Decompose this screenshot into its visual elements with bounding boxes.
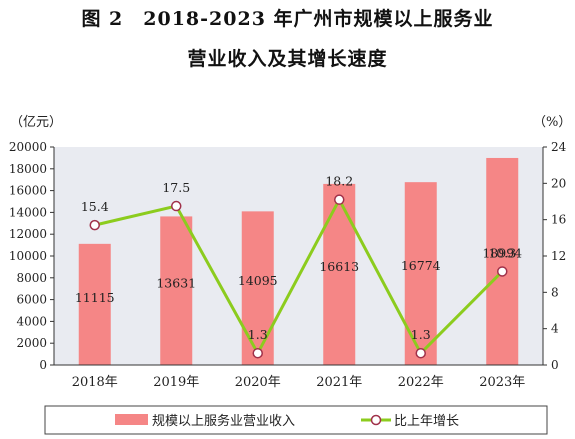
bar — [241, 211, 274, 365]
legend-line-label: 比上年增长 — [394, 414, 459, 429]
right-axis-tick-label: 12 — [551, 249, 566, 263]
right-axis-tick-label: 8 — [551, 285, 559, 299]
bar-value-label: 16613 — [319, 259, 359, 274]
bar — [486, 157, 519, 365]
line-value-label: 1.3 — [248, 327, 268, 342]
x-axis-tick-label: 2019年 — [153, 375, 199, 390]
left-axis-tick-label: 8000 — [16, 271, 47, 285]
legend-bar-swatch — [115, 414, 148, 425]
right-axis-tick-label: 4 — [551, 322, 559, 336]
left-axis-tick-label: 4000 — [16, 314, 47, 328]
growth-point — [171, 200, 182, 212]
left-axis-unit: （亿元） — [10, 115, 62, 130]
bar-value-label: 18994 — [482, 245, 522, 260]
chart-title-line-1: 图 2 2018-2023 年广州市规模以上服务业 — [81, 8, 494, 30]
x-axis-tick-label: 2022年 — [398, 375, 444, 390]
bar — [323, 183, 356, 365]
x-axis-tick-label: 2020年 — [235, 375, 281, 390]
right-axis-tick-label: 16 — [551, 213, 566, 227]
right-axis-tick-label: 24 — [551, 140, 567, 154]
left-axis-tick-label: 16000 — [9, 184, 47, 198]
right-axis-unit: （%） — [533, 115, 571, 130]
bar — [78, 243, 111, 365]
legend: 规模以上服务业营业收入 比上年增长 — [44, 405, 548, 435]
growth-point — [415, 347, 426, 359]
plot-area — [54, 147, 543, 365]
bar-value-label: 14095 — [238, 273, 278, 288]
x-axis-tick-label: 2021年 — [316, 375, 362, 390]
legend-line-marker — [370, 414, 382, 426]
left-axis-tick-label: 14000 — [9, 205, 47, 219]
chart-title-line-2: 营业收入及其增长速度 — [187, 48, 388, 70]
legend-box — [44, 405, 548, 435]
growth-point — [497, 266, 508, 277]
left-axis-tick-label: 18000 — [9, 162, 47, 176]
x-axis-tick-label: 2018年 — [72, 375, 118, 390]
left-axis-tick-label: 6000 — [16, 293, 47, 307]
left-axis-tick-label: 0 — [39, 358, 47, 372]
left-axis-tick-label: 20000 — [9, 140, 47, 154]
line-value-label: 10.3 — [488, 245, 516, 260]
bar-value-label: 11115 — [75, 290, 115, 305]
growth-point — [334, 194, 345, 205]
line-value-label: 17.5 — [162, 180, 190, 195]
bar-value-label: 13631 — [156, 276, 196, 291]
right-axis-tick-label: 0 — [551, 358, 559, 372]
bar-value-label: 16774 — [401, 258, 441, 273]
growth-point — [89, 219, 100, 231]
growth-line — [94, 198, 504, 355]
growth-point — [252, 347, 263, 359]
line-value-label: 15.4 — [81, 199, 109, 214]
line-value-label: 1.3 — [411, 327, 431, 342]
line-value-label: 18.2 — [325, 174, 353, 189]
x-axis-tick-label: 2023年 — [479, 375, 525, 390]
left-axis-tick-label: 10000 — [9, 249, 47, 263]
legend-bar-label: 规模以上服务业营业收入 — [152, 413, 295, 429]
bar — [160, 216, 193, 365]
left-axis-tick-label: 2000 — [16, 336, 47, 350]
left-axis-tick-label: 12000 — [9, 227, 47, 241]
right-axis-tick-label: 20 — [551, 176, 566, 190]
